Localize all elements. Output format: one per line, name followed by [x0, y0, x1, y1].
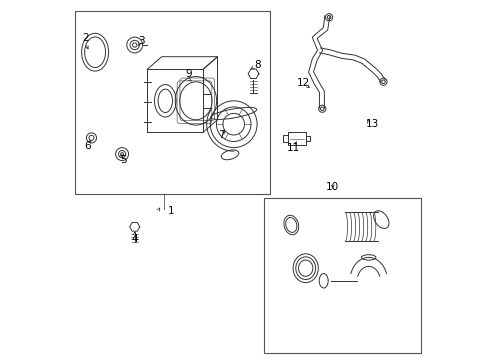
Bar: [75, 11, 269, 194]
Text: 8: 8: [253, 60, 260, 70]
Text: 4: 4: [131, 234, 138, 244]
Polygon shape: [129, 222, 140, 231]
Text: 13: 13: [365, 119, 378, 129]
Bar: [264, 198, 420, 353]
Text: 11: 11: [286, 143, 299, 153]
Text: 5: 5: [121, 155, 127, 165]
Bar: [287, 132, 305, 145]
Text: 1: 1: [167, 206, 174, 216]
Text: 3: 3: [138, 36, 145, 46]
Text: 12: 12: [297, 78, 310, 88]
Text: 10: 10: [325, 182, 339, 192]
Text: 6: 6: [84, 141, 91, 151]
Text: 7: 7: [217, 130, 224, 140]
Polygon shape: [247, 69, 258, 78]
Text: 2: 2: [82, 33, 88, 43]
Text: 9: 9: [185, 69, 192, 79]
